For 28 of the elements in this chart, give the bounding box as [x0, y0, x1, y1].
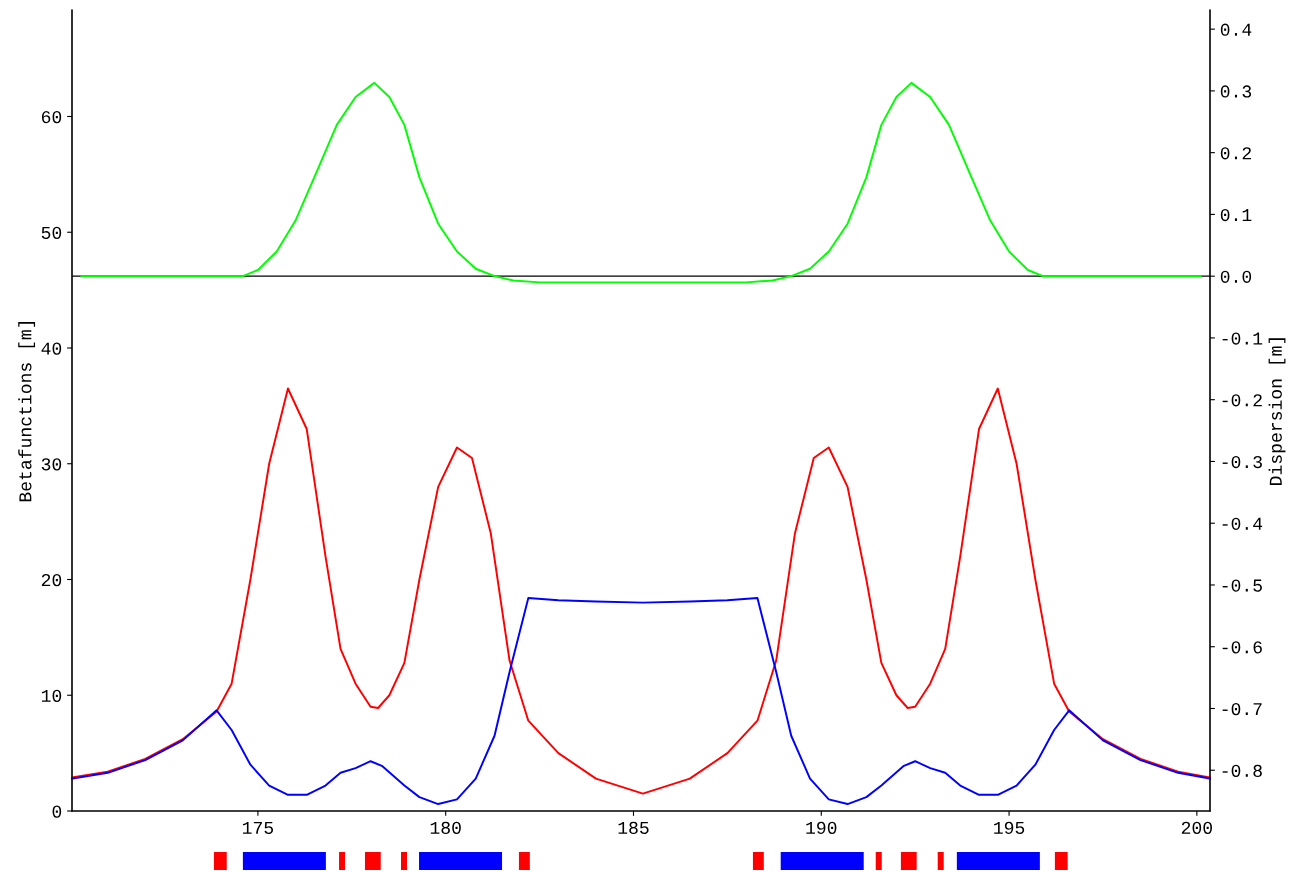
y2-tick-label: -0.1: [1222, 332, 1263, 345]
x-tick-label: 200: [1181, 821, 1212, 834]
y2-tick-label: -0.7: [1222, 702, 1262, 716]
y2-tick-label: 0.0: [1220, 270, 1252, 283]
y2-tick-label: -0.5: [1222, 579, 1262, 592]
y-tick-label: 60: [41, 110, 62, 124]
y2-tick-label: 0.4: [1220, 23, 1252, 36]
y2-tick-label: -0.3: [1222, 455, 1262, 469]
y2-tick-label: 0.3: [1220, 85, 1252, 98]
y-tick-label: 10: [41, 689, 62, 702]
x-tick-label: 175: [242, 821, 274, 834]
y2-axis-title: Dispersion [m]: [1268, 338, 1286, 485]
x-tick-label: 195: [994, 821, 1025, 834]
y2-tick-label: 0.1: [1220, 208, 1252, 222]
y2-tick-label: -0.6: [1222, 641, 1262, 654]
x-tick-label: 185: [618, 821, 649, 834]
y-tick-label: 50: [41, 226, 62, 239]
y2-tick-label: 0.2: [1220, 147, 1251, 160]
x-tick-label: 180: [430, 821, 461, 834]
y-tick-label: 20: [41, 573, 62, 587]
y-tick-label: 40: [41, 342, 62, 355]
y2-tick-label: -0.4: [1222, 517, 1263, 530]
y-tick-label: 0: [52, 805, 62, 818]
y-tick-label: 30: [41, 458, 62, 471]
y-axis-title: Betafunctions [m]: [18, 322, 36, 502]
y2-tick-label: -0.2: [1222, 394, 1262, 407]
x-tick-label: 190: [806, 821, 837, 834]
y2-tick-label: -0.8: [1222, 764, 1262, 777]
